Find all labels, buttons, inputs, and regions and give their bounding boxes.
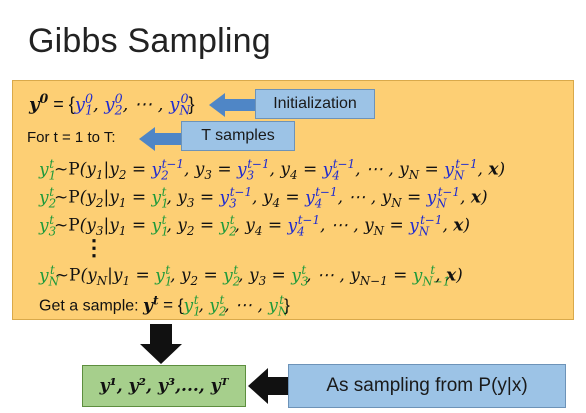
arrow-left-icon	[209, 93, 267, 117]
conditional-line-3: y3t~P(y3|y1 = y1t, y2 = y2t, y4 = y4t−1,…	[39, 213, 471, 239]
conditional-line-2: y2t~P(y2|y1 = y1t, y3 = y3t−1, y4 = y4t−…	[39, 185, 488, 211]
t-samples-callout: T samples	[181, 121, 295, 151]
arrow-down-icon	[140, 324, 182, 364]
sample-sequence-box: y¹, y², y³,..., yᵀ	[82, 365, 246, 407]
vertical-dots: ⋮	[83, 235, 105, 260]
initialization-callout: Initialization	[255, 89, 375, 119]
arrow-left-black-icon	[248, 368, 288, 404]
init-line: y0 = {y10, y20, ⋯ , yN0}	[29, 91, 195, 118]
init-lhs: y0	[29, 91, 49, 115]
get-sample-line: Get a sample: yt = {y1t, y2t, ⋯ , yNt}	[39, 293, 290, 319]
for-loop-line: For t = 1 to T:	[27, 129, 116, 146]
page-title: Gibbs Sampling	[28, 22, 271, 60]
algorithm-box: y0 = {y10, y20, ⋯ , yN0} Initialization …	[12, 80, 574, 320]
conditional-line-n: yNt~P(yN|y1 = y1t, y2 = y2t, y3 = y3t, ⋯…	[39, 263, 463, 289]
conditional-line-1: y1t~P(y1|y2 = y2t−1, y3 = y3t−1, y4 = y4…	[39, 157, 506, 183]
as-sampling-box: As sampling from P(y|x)	[288, 364, 566, 408]
